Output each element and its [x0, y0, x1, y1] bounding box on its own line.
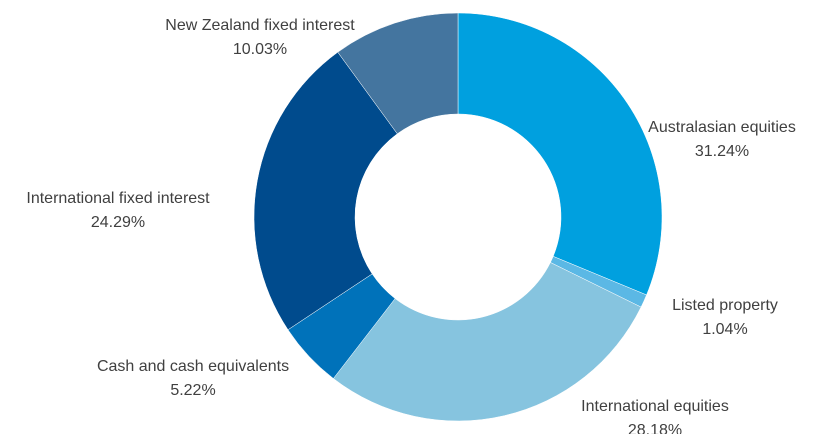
slice-name: Cash and cash equivalents [97, 358, 289, 375]
slice-label-international-fixed-interest: International fixed interest 24.29% [26, 190, 210, 231]
slice-value: 5.22% [170, 382, 215, 399]
slice-international-equities [333, 262, 642, 422]
slice-new-zealand-fixed-interest [337, 12, 459, 135]
slice-value: 28.18% [628, 422, 682, 434]
slice-label-international-equities: International equities 28.18% [581, 398, 729, 434]
slice-value: 1.04% [702, 321, 747, 338]
slice-name: New Zealand fixed interest [165, 17, 355, 34]
slice-international-fixed-interest [253, 51, 398, 331]
slice-label-australasian-equities: Australasian equities 31.24% [648, 119, 796, 160]
slice-label-new-zealand-fixed-interest: New Zealand fixed interest 10.03% [165, 17, 355, 58]
donut-slices [253, 12, 663, 422]
slice-value: 24.29% [91, 214, 145, 231]
slice-labels: Australasian equities 31.24% Listed proper… [26, 17, 795, 434]
slice-name: Listed property [672, 297, 778, 314]
slice-australasian-equities [457, 12, 663, 296]
slice-label-listed-property: Listed property 1.04% [672, 297, 778, 338]
slice-value: 10.03% [233, 41, 287, 58]
slice-value: 31.24% [695, 143, 749, 160]
slice-name: International equities [581, 398, 729, 415]
slice-name: Australasian equities [648, 119, 796, 136]
slice-label-cash-and-cash-equivalents: Cash and cash equivalents 5.22% [97, 358, 289, 399]
slice-name: International fixed interest [26, 190, 210, 207]
